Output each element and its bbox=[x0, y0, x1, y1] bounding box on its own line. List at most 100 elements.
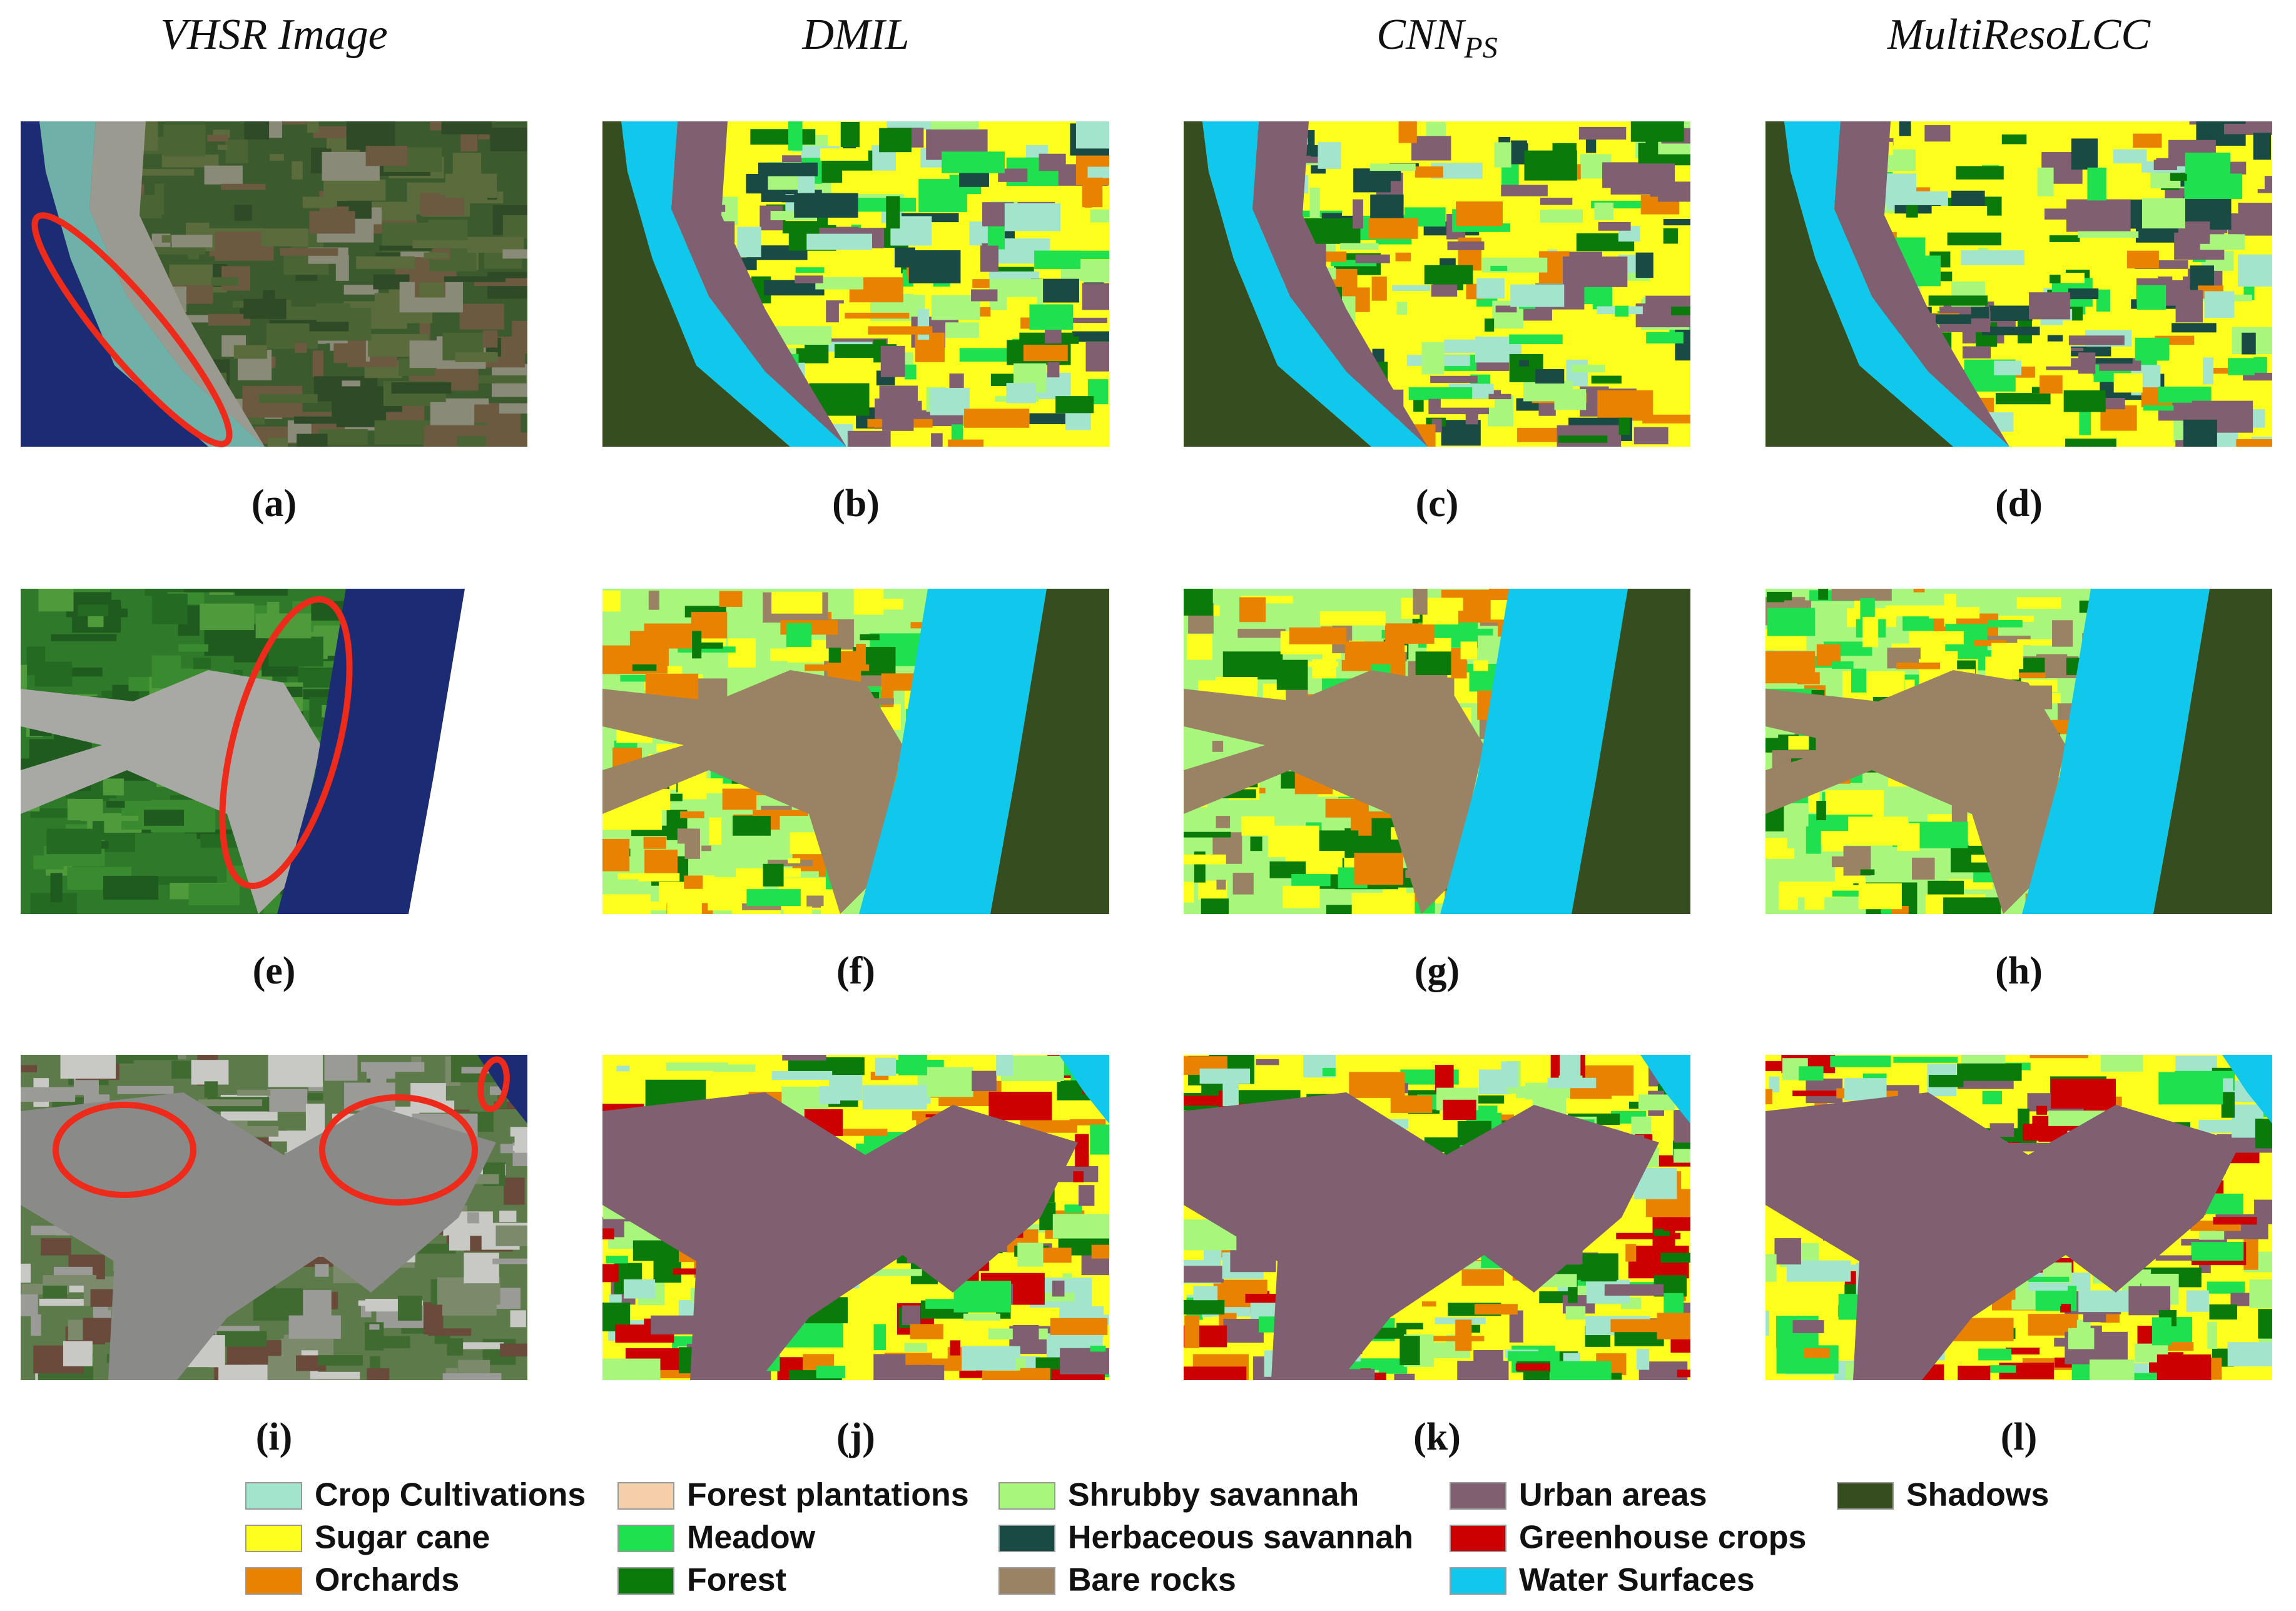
map-patch bbox=[482, 330, 498, 348]
map-patch bbox=[1371, 277, 1387, 301]
map-patch bbox=[1020, 1368, 1050, 1380]
map-patch bbox=[266, 323, 318, 349]
map-patch bbox=[1994, 360, 2022, 375]
map-patch bbox=[875, 1057, 897, 1076]
map-patch bbox=[2258, 312, 2272, 321]
legend-label: Water Surfaces bbox=[1519, 1562, 1755, 1598]
map-patch bbox=[39, 1299, 91, 1306]
map-patch bbox=[1999, 616, 2034, 623]
map-patch bbox=[1401, 597, 1463, 611]
map-patch bbox=[21, 1087, 76, 1102]
map-patch bbox=[1988, 620, 2023, 628]
map-patch bbox=[788, 858, 801, 863]
map-patch bbox=[2213, 1217, 2257, 1225]
map-patch bbox=[1498, 136, 1511, 143]
map-patch bbox=[312, 350, 324, 377]
map-patch bbox=[845, 312, 910, 319]
map-patch bbox=[602, 590, 621, 612]
panel-label: (l) bbox=[2001, 1416, 2038, 1458]
map-patch bbox=[1073, 1171, 1084, 1182]
panel-label: (k) bbox=[1413, 1416, 1461, 1458]
map-patch bbox=[868, 326, 933, 335]
map-patch bbox=[2031, 387, 2043, 393]
map-patch bbox=[358, 1300, 424, 1306]
map-patch bbox=[220, 183, 266, 190]
map-patch bbox=[131, 169, 195, 176]
map-patch bbox=[2065, 438, 2116, 447]
legend-swatch bbox=[245, 1567, 302, 1595]
map-patch bbox=[442, 1301, 497, 1316]
map-patch bbox=[873, 1354, 906, 1380]
map-patch bbox=[1484, 318, 1495, 332]
map-patch bbox=[742, 903, 781, 910]
map-patch bbox=[1591, 375, 1622, 384]
map-patch bbox=[2227, 1342, 2272, 1367]
map-patch bbox=[1319, 611, 1386, 626]
map-patch bbox=[1355, 254, 1390, 263]
legend-swatch bbox=[1450, 1567, 1506, 1595]
map-patch bbox=[1023, 345, 1068, 362]
map-patch bbox=[1184, 1299, 1225, 1315]
map-patch bbox=[1087, 166, 1109, 178]
map-patch bbox=[1424, 265, 1473, 285]
map-patch bbox=[188, 883, 240, 906]
map-patch bbox=[951, 424, 963, 442]
map-patch bbox=[1891, 905, 1909, 914]
map-patch bbox=[1082, 177, 1103, 208]
map-patch bbox=[1830, 1055, 1891, 1067]
map-patch bbox=[2078, 231, 2139, 238]
map-patch bbox=[506, 1146, 527, 1151]
map-patch bbox=[1296, 156, 1325, 163]
panel-label: (b) bbox=[832, 482, 880, 525]
map-patch bbox=[606, 1256, 628, 1264]
map-patch bbox=[50, 873, 63, 902]
map-patch bbox=[1554, 389, 1587, 410]
map-patch bbox=[1806, 826, 1821, 854]
map-patch bbox=[103, 778, 124, 796]
map-patch bbox=[678, 778, 723, 793]
map-patch bbox=[295, 342, 307, 353]
map-patch bbox=[1995, 393, 2051, 405]
map-patch bbox=[1488, 394, 1511, 400]
column-header: VHSR Image bbox=[160, 11, 388, 59]
map-patch bbox=[1663, 219, 1690, 226]
map-patch bbox=[1239, 597, 1266, 623]
map-patch bbox=[1474, 1304, 1518, 1315]
legend-label: Urban areas bbox=[1519, 1477, 1707, 1513]
map-patch bbox=[1055, 396, 1094, 414]
map-patch bbox=[2186, 1290, 2209, 1312]
map-patch bbox=[2135, 337, 2170, 361]
map-patch bbox=[692, 631, 702, 659]
map-patch bbox=[171, 1060, 193, 1079]
map-patch bbox=[1216, 816, 1231, 828]
map-patch bbox=[1476, 278, 1505, 299]
map-patch bbox=[1276, 659, 1308, 690]
map-patch bbox=[1825, 790, 1884, 815]
map-content bbox=[21, 121, 527, 447]
map-patch bbox=[243, 298, 287, 319]
map-patch bbox=[30, 808, 72, 818]
map-patch bbox=[1648, 399, 1690, 429]
map-patch bbox=[602, 1264, 619, 1283]
map-patch bbox=[307, 121, 319, 133]
map-patch bbox=[1547, 181, 1587, 210]
map-patch bbox=[49, 589, 110, 595]
map-patch bbox=[1184, 1266, 1224, 1283]
map-patch bbox=[1184, 1366, 1247, 1380]
map-patch bbox=[1677, 1370, 1690, 1378]
map-patch bbox=[666, 1062, 728, 1071]
map-patch bbox=[499, 403, 527, 414]
map-patch bbox=[795, 267, 825, 273]
map-patch bbox=[1339, 243, 1379, 250]
highlight-ellipse bbox=[219, 596, 353, 889]
urban-strip bbox=[1834, 121, 2009, 447]
map-patch bbox=[2068, 288, 2099, 300]
map-panel bbox=[1765, 589, 2272, 914]
panel-label: (j) bbox=[836, 1416, 875, 1458]
legend-swatch bbox=[998, 1482, 1055, 1510]
map-patch bbox=[287, 686, 303, 698]
map-patch bbox=[1831, 589, 1892, 601]
map-patch bbox=[1816, 801, 1826, 821]
map-patch bbox=[371, 1336, 410, 1349]
map-patch bbox=[2028, 1276, 2070, 1282]
